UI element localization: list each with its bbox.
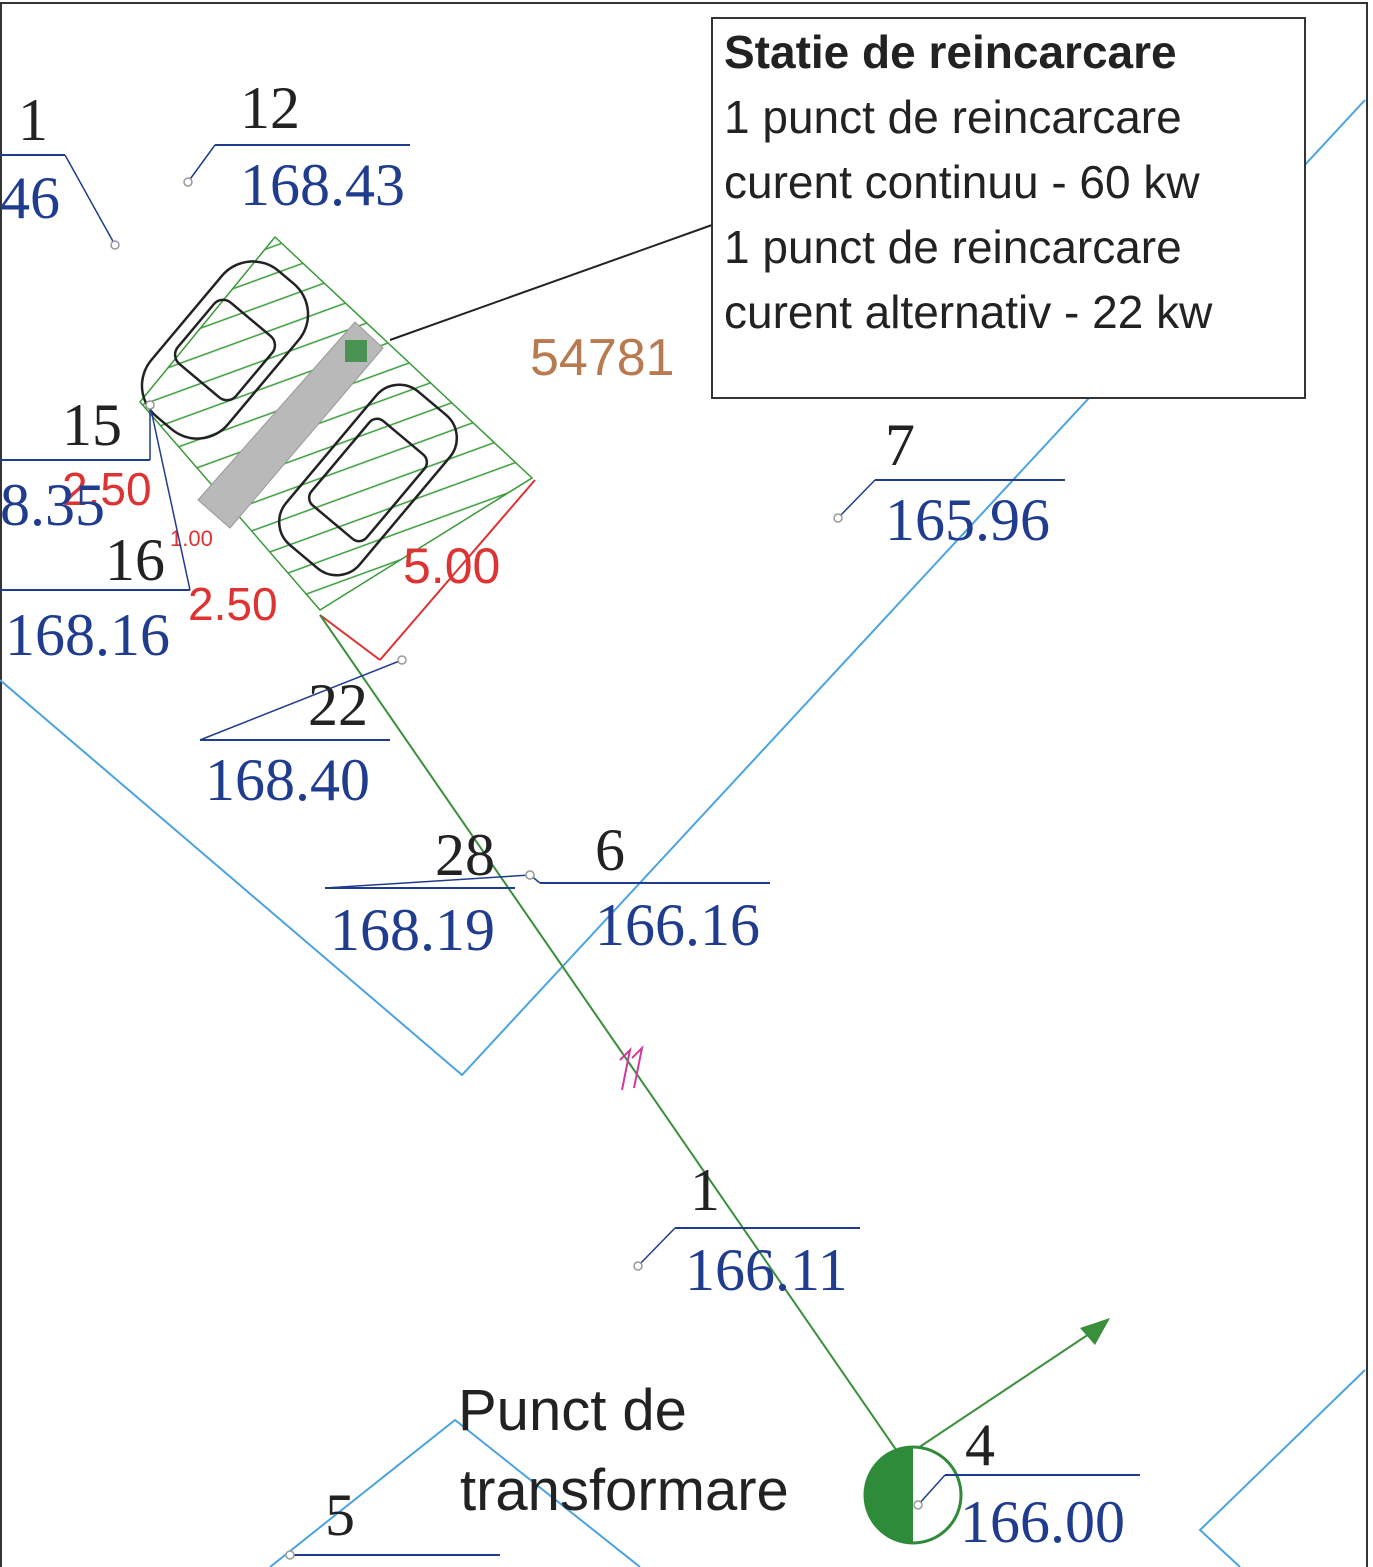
point (526, 871, 534, 879)
dimension: 2.50 (188, 578, 278, 630)
dimension: 5.00 (403, 538, 500, 594)
leader (638, 1228, 675, 1266)
transformer-label: Punct de (458, 1378, 687, 1443)
point (398, 656, 406, 664)
legend-line: 1 punct de reincarcare (724, 91, 1182, 143)
leader (325, 875, 530, 888)
transformer-label: transformare (460, 1458, 789, 1523)
point-id: 22 (308, 672, 368, 738)
point (184, 178, 192, 186)
point-id: 4 (965, 1412, 995, 1478)
point-elevation: 168.16 (5, 602, 170, 668)
legend: Statie de reincarcare 1 punct de reincar… (712, 18, 1305, 398)
leader (188, 145, 215, 182)
leader (200, 660, 402, 740)
point (146, 401, 154, 409)
point-id: 6 (595, 817, 625, 883)
legend-line: 1 punct de reincarcare (724, 221, 1182, 273)
point-elevation: 165.96 (885, 487, 1050, 553)
site-plan: Statie de reincarcare 1 punct de reincar… (0, 0, 1373, 1567)
legend-line: curent continuu - 60 kw (724, 156, 1200, 208)
parcel-line (1200, 1370, 1365, 1567)
legend-line: curent alternativ - 22 kw (724, 286, 1213, 338)
point-id: 16 (105, 527, 165, 593)
arrow (915, 1330, 1095, 1450)
leader (390, 225, 712, 340)
point (111, 241, 119, 249)
point-elevation: 166.16 (595, 892, 760, 958)
point-id: 7 (885, 412, 915, 478)
cable (320, 615, 910, 1470)
point-elevation: 166.00 (960, 1489, 1125, 1555)
point (914, 1501, 922, 1509)
point (634, 1262, 642, 1270)
point-id: 1 (18, 87, 48, 153)
leader (65, 155, 115, 245)
point-id: 5 (325, 1482, 355, 1548)
point-elevation: 168.19 (330, 897, 495, 963)
transformer (865, 1447, 961, 1543)
point-id: 12 (240, 75, 300, 141)
point (286, 1551, 294, 1559)
point-elevation: 168.43 (240, 152, 405, 218)
point-elevation: 166.07 (300, 1557, 465, 1567)
point-id: 15 (62, 392, 122, 458)
point-elevation: 166.11 (685, 1237, 848, 1303)
point-id: 1 (690, 1157, 720, 1223)
parcel-number: 54781 (530, 329, 675, 387)
point-elevation: 46 (0, 165, 60, 231)
arrow-head (1080, 1318, 1110, 1345)
leader (838, 480, 875, 518)
point-elevation: 168.40 (205, 747, 370, 813)
point-elevation: 8.35 (0, 472, 105, 538)
legend-title: Statie de reincarcare (724, 26, 1177, 78)
point (834, 514, 842, 522)
point-id: 28 (435, 822, 495, 888)
